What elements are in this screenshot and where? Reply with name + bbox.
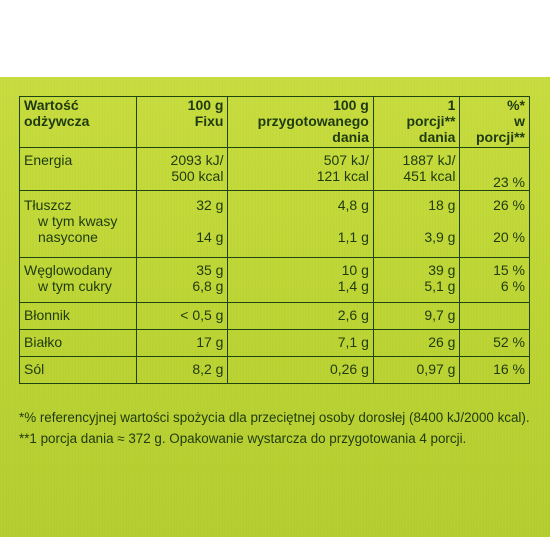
tluszcz-per-portion: 18 g 3,9 g bbox=[372, 190, 461, 258]
label-energia: Energia bbox=[19, 147, 137, 191]
sol-per-100g-dish: 0,26 g bbox=[227, 356, 374, 384]
label-sol: Sól bbox=[19, 356, 137, 384]
blonnik-per-100g-dish: 2,6 g bbox=[227, 302, 374, 330]
header-per-100g-dish: 100 g przygotowanego dania bbox=[227, 96, 374, 148]
label-panel: Wartość odżywcza 100 g Fixu 100 g przygo… bbox=[0, 77, 550, 537]
weglowodany-per-portion: 39 g 5,1 g bbox=[372, 257, 461, 303]
bialko-per-portion: 26 g bbox=[372, 329, 461, 357]
tluszcz-per-100g-mix: 32 g 14 g bbox=[135, 190, 229, 258]
footnote-reference-intake: *% referencyjnej wartości spożycia dla p… bbox=[19, 410, 530, 425]
energia-per-portion: 1887 kJ/ 451 kcal bbox=[372, 147, 461, 191]
sol-per-portion: 0,97 g bbox=[372, 356, 461, 384]
label-weglowodany: Węglowodany w tym cukry bbox=[19, 257, 137, 303]
row-tluszcz: Tłuszcz w tym kwasy nasycone 32 g 14 g 4… bbox=[19, 190, 530, 258]
row-sol: Sól 8,2 g 0,26 g 0,97 g 16 % bbox=[19, 356, 530, 384]
bialko-per-100g-mix: 17 g bbox=[135, 329, 229, 357]
blonnik-per-portion: 9,7 g bbox=[372, 302, 461, 330]
row-energia: Energia 2093 kJ/ 500 kcal 507 kJ/ 121 kc… bbox=[19, 147, 530, 191]
bialko-percent: 52 % bbox=[459, 329, 530, 357]
weglowodany-percent: 15 % 6 % bbox=[459, 257, 530, 303]
header-row: Wartość odżywcza 100 g Fixu 100 g przygo… bbox=[19, 96, 530, 148]
label-blonnik: Błonnik bbox=[19, 302, 137, 330]
header-per-portion: 1 porcji** dania bbox=[372, 96, 461, 148]
header-per-100g-mix: 100 g Fixu bbox=[135, 96, 229, 148]
label-bialko: Białko bbox=[19, 329, 137, 357]
bialko-per-100g-dish: 7,1 g bbox=[227, 329, 374, 357]
nutrition-table: Wartość odżywcza 100 g Fixu 100 g przygo… bbox=[19, 96, 530, 384]
row-bialko: Białko 17 g 7,1 g 26 g 52 % bbox=[19, 329, 530, 357]
weglowodany-per-100g-mix: 35 g 6,8 g bbox=[135, 257, 229, 303]
blonnik-percent bbox=[459, 302, 530, 330]
energia-percent: 23 % bbox=[459, 147, 530, 191]
header-percent-ri: %* w porcji** bbox=[459, 96, 530, 148]
weglowodany-per-100g-dish: 10 g 1,4 g bbox=[227, 257, 374, 303]
blonnik-per-100g-mix: < 0,5 g bbox=[135, 302, 229, 330]
tluszcz-percent: 26 % 20 % bbox=[459, 190, 530, 258]
header-nutrient: Wartość odżywcza bbox=[19, 96, 137, 148]
sol-per-100g-mix: 8,2 g bbox=[135, 356, 229, 384]
row-blonnik: Błonnik < 0,5 g 2,6 g 9,7 g bbox=[19, 302, 530, 330]
footnote-portion-size: **1 porcja dania ≈ 372 g. Opakowanie wys… bbox=[19, 431, 467, 446]
label-tluszcz: Tłuszcz w tym kwasy nasycone bbox=[19, 190, 137, 258]
row-weglowodany: Węglowodany w tym cukry 35 g 6,8 g 10 g … bbox=[19, 257, 530, 303]
tluszcz-per-100g-dish: 4,8 g 1,1 g bbox=[227, 190, 374, 258]
energia-per-100g-dish: 507 kJ/ 121 kcal bbox=[227, 147, 374, 191]
energia-per-100g-mix: 2093 kJ/ 500 kcal bbox=[135, 147, 229, 191]
sol-percent: 16 % bbox=[459, 356, 530, 384]
